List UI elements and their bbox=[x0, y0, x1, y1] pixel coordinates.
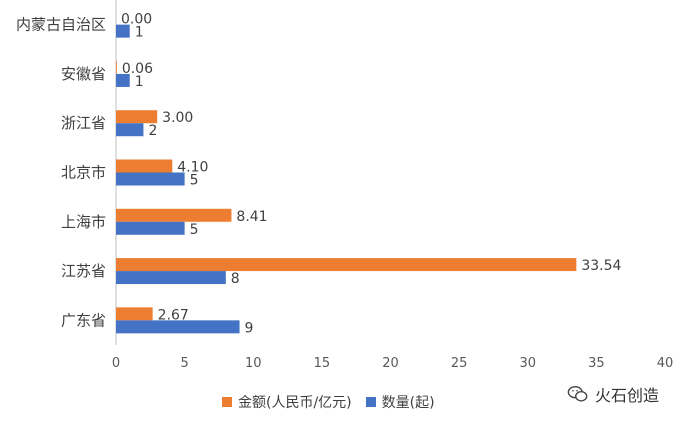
legend-swatch-count bbox=[365, 397, 376, 407]
category-label: 广东省 bbox=[61, 311, 106, 329]
data-label-count: 5 bbox=[190, 173, 199, 189]
category-label: 浙江省 bbox=[61, 114, 106, 132]
bar-count bbox=[116, 24, 130, 38]
watermark: 火石创造 bbox=[567, 382, 659, 406]
category-label: 内蒙古自治区 bbox=[16, 16, 106, 34]
wechat-icon bbox=[567, 385, 588, 402]
x-tick-label: 25 bbox=[451, 356, 468, 371]
data-label-amount: 8.41 bbox=[236, 209, 267, 225]
data-label-amount: 2.67 bbox=[158, 307, 189, 323]
legend-item-amount: 金额(人民币/亿元) bbox=[222, 392, 352, 412]
bar-count bbox=[116, 123, 144, 137]
data-label-amount: 33.54 bbox=[581, 258, 621, 274]
data-label-count: 1 bbox=[135, 25, 144, 41]
category-label: 北京市 bbox=[61, 164, 106, 182]
category-label: 上海市 bbox=[61, 213, 106, 231]
legend-item-count: 数量(起) bbox=[365, 392, 435, 412]
bar-amount bbox=[116, 110, 158, 124]
x-tick-label: 20 bbox=[382, 356, 399, 371]
x-tick-label: 15 bbox=[314, 356, 331, 371]
x-tick-label: 0 bbox=[112, 356, 120, 371]
x-tick-label: 40 bbox=[657, 356, 674, 371]
bar-amount bbox=[116, 258, 577, 272]
data-label-count: 2 bbox=[148, 123, 157, 139]
data-label-amount: 0.06 bbox=[122, 61, 153, 77]
bar-count bbox=[116, 320, 240, 334]
watermark-text: 火石创造 bbox=[594, 386, 659, 405]
bar-amount bbox=[116, 307, 153, 321]
bar-amount bbox=[116, 60, 117, 74]
data-label-amount: 3.00 bbox=[162, 110, 193, 126]
data-label-count: 9 bbox=[245, 320, 254, 336]
bar-amount bbox=[116, 159, 173, 173]
bar-count bbox=[116, 172, 185, 186]
x-tick-label: 10 bbox=[245, 356, 262, 371]
data-label-amount: 0.00 bbox=[121, 12, 152, 28]
category-label: 江苏省 bbox=[61, 262, 106, 280]
x-tick-label: 5 bbox=[180, 356, 188, 371]
data-label-amount: 4.10 bbox=[177, 160, 208, 176]
data-label-count: 5 bbox=[190, 222, 199, 238]
legend-label-count: 数量(起) bbox=[381, 395, 435, 411]
bar-amount bbox=[116, 208, 232, 222]
bar-count bbox=[116, 271, 226, 285]
category-label: 安徽省 bbox=[61, 65, 106, 83]
bar-count bbox=[116, 73, 130, 87]
legend-swatch-amount bbox=[222, 397, 232, 407]
data-label-count: 8 bbox=[231, 271, 240, 287]
x-tick-label: 30 bbox=[519, 356, 536, 371]
x-tick-label: 35 bbox=[588, 356, 605, 371]
legend: 金额(人民币/亿元) 数量(起) bbox=[222, 392, 435, 412]
data-label-count: 1 bbox=[135, 74, 144, 90]
bar-count bbox=[116, 221, 185, 235]
legend-label-amount: 金额(人民币/亿元) bbox=[238, 395, 352, 411]
